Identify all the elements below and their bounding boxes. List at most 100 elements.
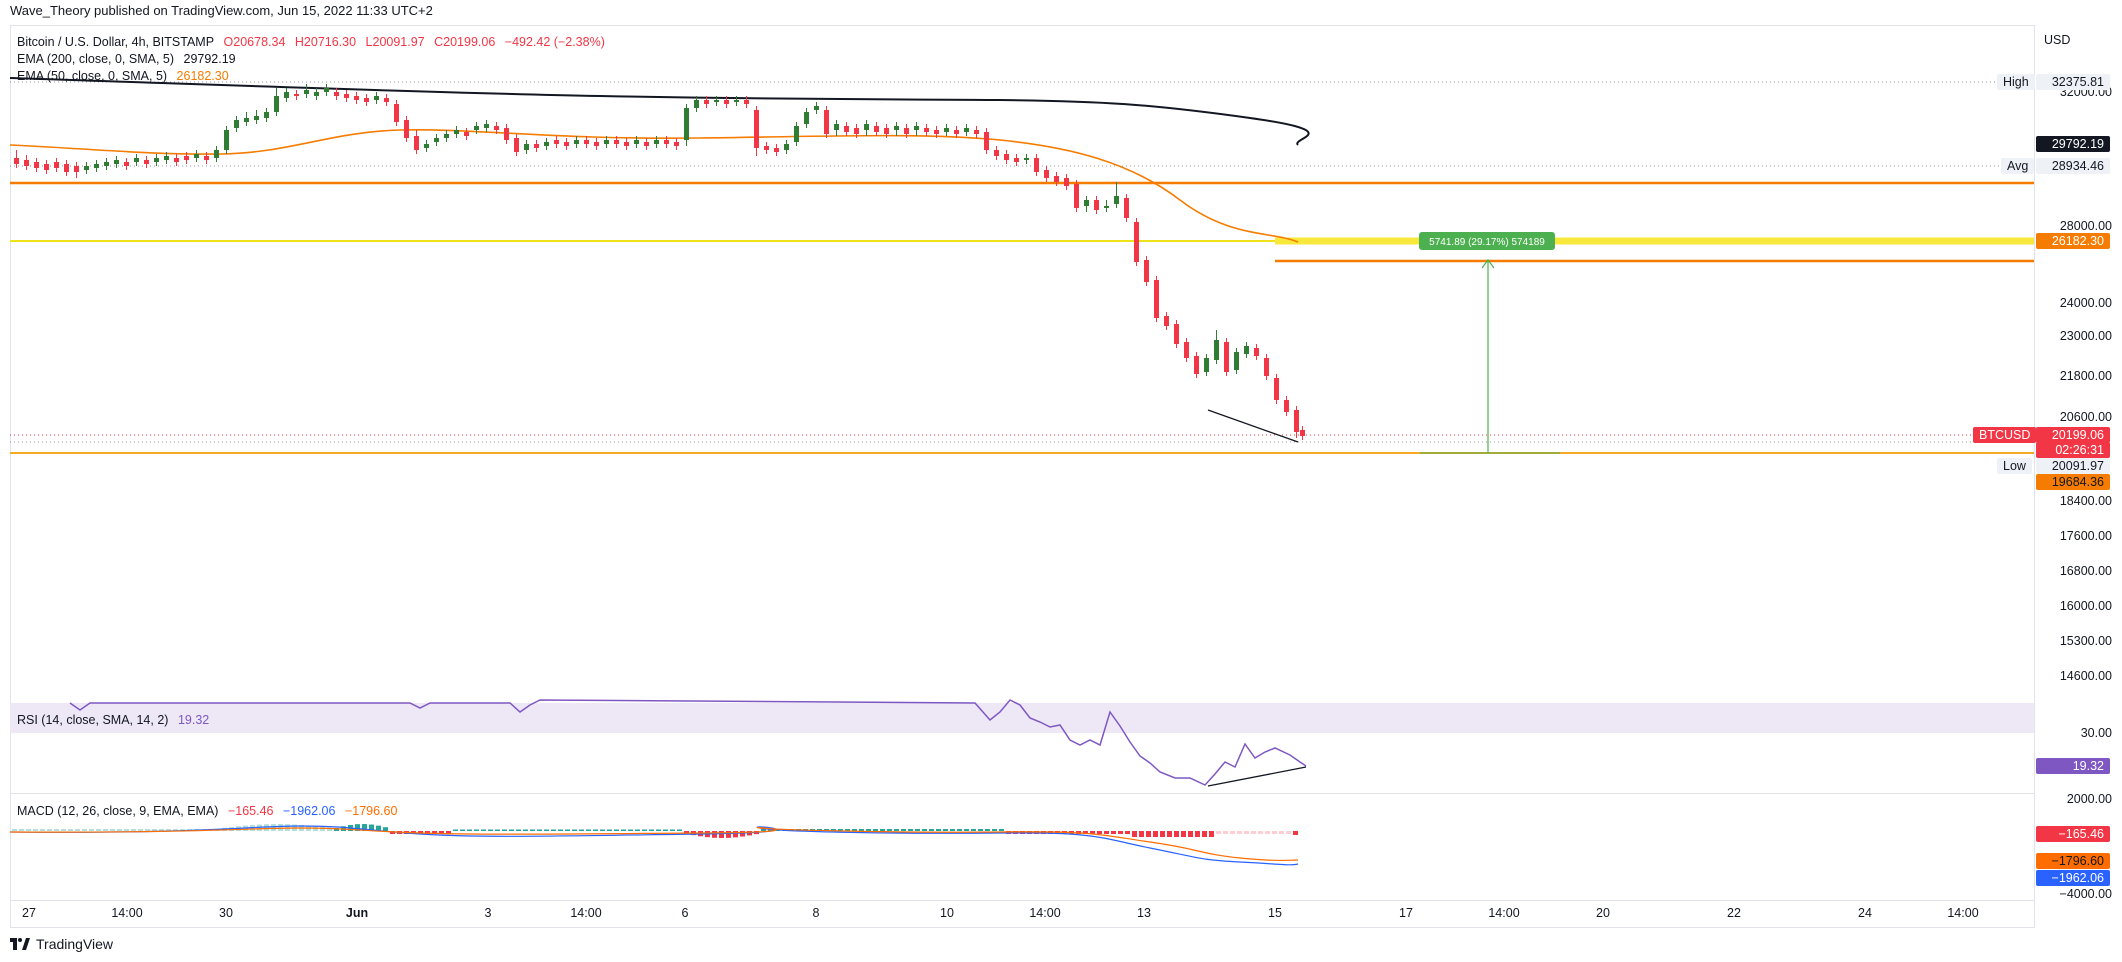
rsi-legend[interactable]: RSI (14, close, SMA, 14, 2) 19.32 bbox=[17, 713, 215, 727]
macd-histogram-bar bbox=[712, 831, 717, 838]
candle-body bbox=[1044, 170, 1049, 178]
macd-histogram-bar bbox=[572, 829, 577, 831]
candlestick-series[interactable] bbox=[14, 84, 1305, 440]
macd-histogram-bar bbox=[12, 829, 17, 831]
macd-hist-tag: −165.46 bbox=[2036, 826, 2110, 842]
macd-histogram-bar bbox=[131, 829, 136, 831]
candle-body bbox=[504, 128, 509, 140]
macd-histogram-bar bbox=[124, 829, 129, 831]
macd-histogram-bar bbox=[145, 829, 150, 831]
ema200-legend-label: EMA (200, close, 0, SMA, 5) bbox=[17, 52, 175, 66]
macd-legend[interactable]: MACD (12, 26, close, 9, EMA, EMA) −165.4… bbox=[17, 804, 403, 818]
tradingview-brand[interactable]: TradingView bbox=[10, 936, 113, 952]
time-tick: 20 bbox=[1596, 906, 1610, 920]
candle-body bbox=[614, 140, 619, 144]
high-tag-value: 32375.81 bbox=[2036, 74, 2110, 90]
price-divergence-line[interactable] bbox=[1207, 409, 1299, 443]
low-tag-label: Low bbox=[1997, 458, 2032, 474]
macd-histogram-bar bbox=[425, 831, 430, 834]
publish-info: Wave_Theory published on TradingView.com… bbox=[10, 3, 433, 18]
price-tick: 21800.00 bbox=[2059, 369, 2112, 383]
macd-histogram-bar bbox=[901, 829, 906, 831]
candle-body bbox=[1164, 316, 1169, 326]
candle-body bbox=[1014, 158, 1019, 162]
macd-histogram-bar bbox=[47, 829, 52, 831]
tradingview-logo-icon bbox=[10, 938, 30, 950]
ohlc-open: O20678.34 bbox=[223, 35, 286, 49]
support-price-tag: 19684.36 bbox=[2036, 474, 2110, 490]
macd-histogram-bar bbox=[439, 831, 444, 834]
ema50-legend-value: 26182.30 bbox=[176, 69, 229, 83]
candle-body bbox=[424, 144, 429, 148]
macd-histogram-bar bbox=[61, 829, 66, 831]
macd-legend-label: MACD (12, 26, close, 9, EMA, EMA) bbox=[17, 804, 219, 818]
candle-body bbox=[164, 156, 169, 160]
macd-histogram-bar bbox=[684, 831, 689, 834]
macd-histogram-bar bbox=[1111, 831, 1116, 834]
avg-tag-label: Avg bbox=[2001, 158, 2035, 174]
candle-body bbox=[384, 98, 389, 102]
candle-body bbox=[804, 112, 809, 124]
rsi-value-tag: 19.32 bbox=[2036, 758, 2110, 774]
macd-signal-line bbox=[9, 827, 1299, 862]
candle-body bbox=[284, 92, 289, 98]
macd-histogram-bar bbox=[1104, 831, 1109, 834]
candle-body bbox=[724, 100, 729, 104]
symbol-title: Bitcoin / U.S. Dollar, 4h, BITSTAMP bbox=[17, 35, 215, 49]
candle-body bbox=[694, 100, 699, 108]
macd-histogram-bar bbox=[1237, 831, 1242, 834]
candle-body bbox=[994, 150, 999, 156]
candle-body bbox=[1300, 430, 1305, 436]
candle-body bbox=[1104, 206, 1109, 208]
macd-histogram-bar bbox=[635, 829, 640, 831]
macd-histogram-bar bbox=[1132, 831, 1137, 837]
macd-histogram-bar bbox=[670, 829, 675, 831]
candle-body bbox=[414, 136, 419, 150]
time-tick: 17 bbox=[1399, 906, 1413, 920]
candle-body bbox=[144, 160, 149, 164]
macd-legend-signal: −1796.60 bbox=[344, 804, 398, 818]
macd-histogram-bar bbox=[19, 829, 24, 831]
macd-histogram-bar bbox=[600, 829, 605, 831]
candle-body bbox=[44, 164, 49, 170]
macd-pane-divider[interactable] bbox=[10, 793, 2035, 794]
candle-body bbox=[374, 96, 379, 100]
candle-body bbox=[1224, 342, 1229, 372]
macd-histogram-bar bbox=[908, 829, 913, 831]
symbol-legend[interactable]: Bitcoin / U.S. Dollar, 4h, BITSTAMP O206… bbox=[17, 35, 611, 49]
candle-body bbox=[1214, 340, 1219, 360]
macd-histogram-bar bbox=[488, 829, 493, 831]
rsi-divergence-line[interactable] bbox=[1207, 766, 1307, 787]
macd-histogram-bar bbox=[761, 829, 766, 831]
tradingview-brand-label: TradingView bbox=[36, 936, 114, 952]
candle-body bbox=[874, 126, 879, 132]
macd-histogram-bar bbox=[950, 829, 955, 831]
candle-body bbox=[1294, 410, 1299, 432]
macd-histogram-bar bbox=[1223, 831, 1228, 834]
macd-histogram-bar bbox=[999, 829, 1004, 831]
time-tick: 10 bbox=[940, 906, 954, 920]
candle-body bbox=[634, 140, 639, 144]
symbol-price-tag[interactable]: BTCUSD bbox=[1973, 427, 2037, 443]
candle-body bbox=[1114, 196, 1119, 204]
macd-histogram-bar bbox=[537, 829, 542, 831]
candle-body bbox=[674, 142, 679, 146]
ema50-legend[interactable]: EMA (50, close, 0, SMA, 5) 26182.30 bbox=[17, 69, 235, 83]
rsi-line bbox=[69, 699, 1307, 786]
candle-body bbox=[884, 128, 889, 134]
candle-body bbox=[74, 166, 79, 172]
time-tick: 6 bbox=[681, 906, 689, 920]
currency-label[interactable]: USD bbox=[2044, 33, 2071, 47]
candle-body bbox=[454, 130, 459, 134]
macd-histogram-bar bbox=[565, 829, 570, 831]
candle-body bbox=[834, 124, 839, 130]
candle-body bbox=[224, 130, 229, 150]
ohlc-low: L20091.97 bbox=[365, 35, 425, 49]
candle-body bbox=[274, 96, 279, 112]
candle-body bbox=[154, 158, 159, 162]
macd-histogram-bar bbox=[530, 829, 535, 831]
macd-histogram-bar bbox=[516, 829, 521, 831]
ema200-legend[interactable]: EMA (200, close, 0, SMA, 5) 29792.19 bbox=[17, 52, 242, 66]
ema50-line bbox=[9, 128, 1299, 243]
